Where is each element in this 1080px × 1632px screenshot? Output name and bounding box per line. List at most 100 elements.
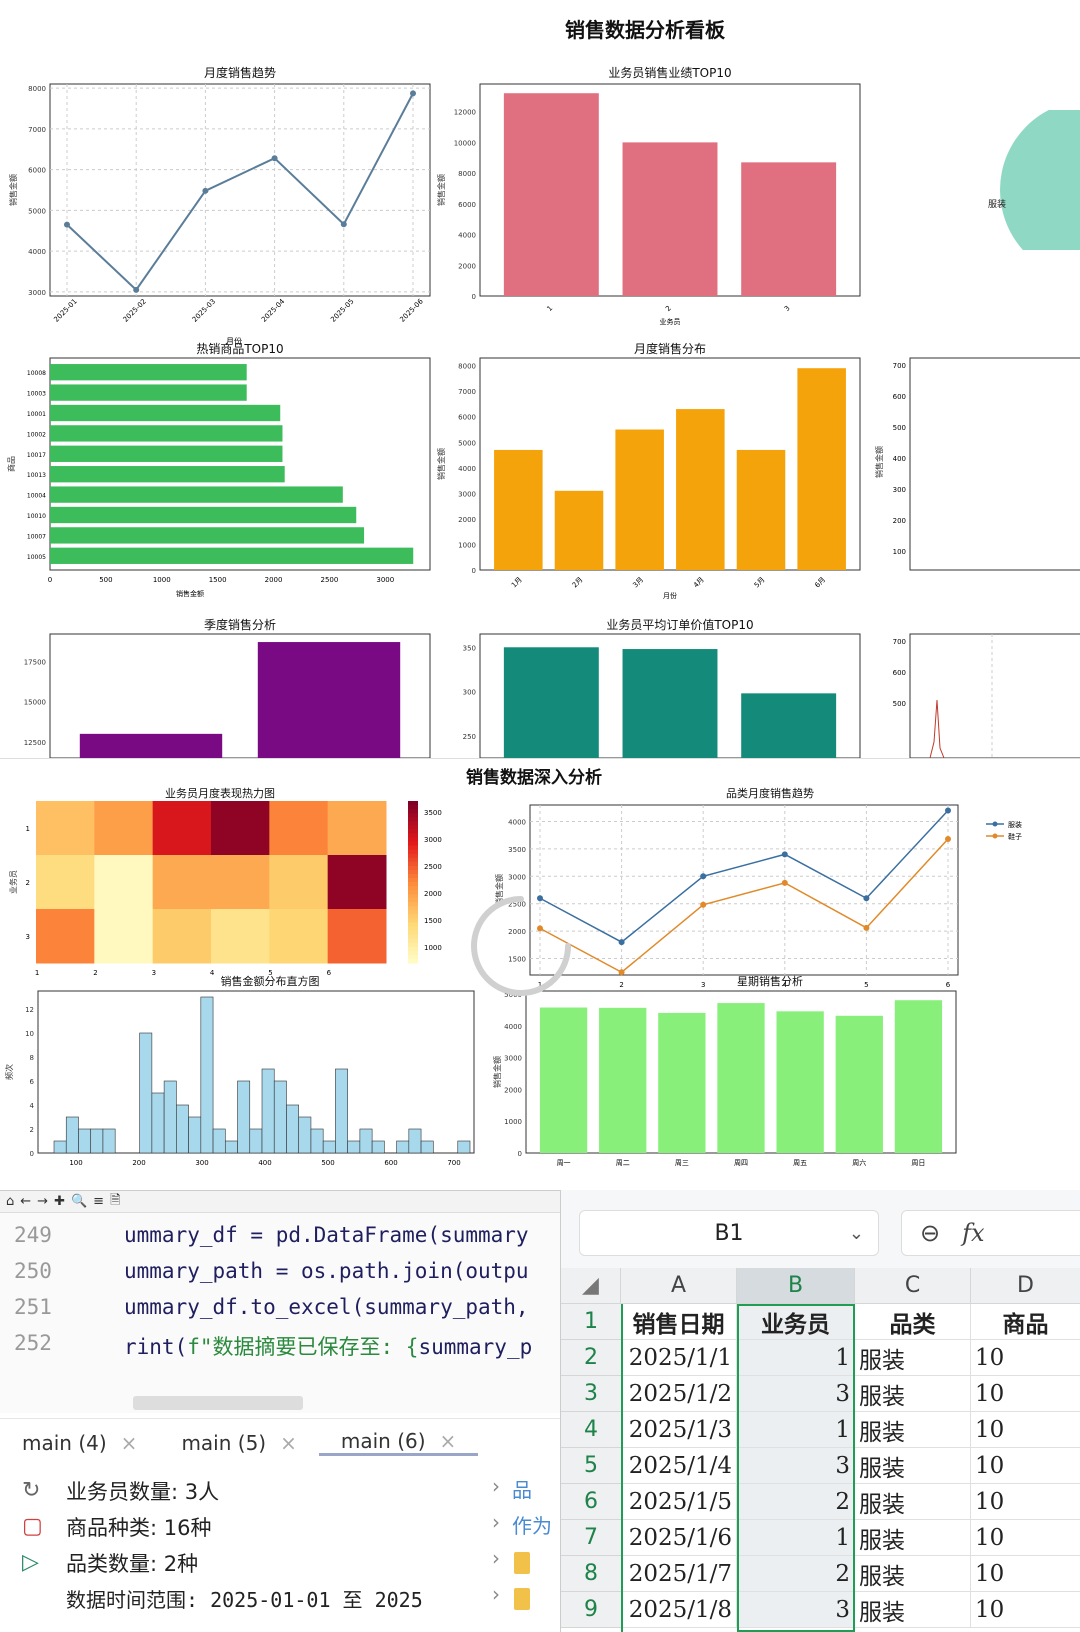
- row-header[interactable]: 7: [561, 1520, 621, 1556]
- forward-icon[interactable]: →: [37, 1194, 49, 1209]
- code-line[interactable]: rint(f"数据摘要已保存至: {summary_p: [124, 1331, 532, 1361]
- back-icon[interactable]: ←: [20, 1194, 32, 1209]
- fx-icon[interactable]: fx: [962, 1219, 985, 1247]
- bar: [50, 384, 247, 401]
- cell-date[interactable]: 2025/1/3: [621, 1412, 737, 1448]
- x-tick-label: 1000: [153, 576, 171, 584]
- chevron-right-icon[interactable]: ›: [492, 1474, 500, 1498]
- outline-item[interactable]: 品: [512, 1478, 532, 1502]
- row-header[interactable]: 1: [561, 1304, 621, 1340]
- x-tick-label: 3: [701, 981, 705, 989]
- row-header[interactable]: 3: [561, 1376, 621, 1412]
- row-header[interactable]: 4: [561, 1412, 621, 1448]
- pan-icon[interactable]: ✚: [54, 1194, 65, 1209]
- header-cell-salesperson[interactable]: 业务员: [737, 1304, 855, 1340]
- column-header-c[interactable]: C: [855, 1268, 971, 1304]
- cell-salesperson[interactable]: 3: [737, 1592, 855, 1628]
- cell-product[interactable]: 10: [971, 1412, 1080, 1448]
- cell-category[interactable]: 服装: [855, 1448, 971, 1484]
- header-cell-category[interactable]: 品类: [855, 1304, 971, 1340]
- outline-folder-icon[interactable]: [514, 1552, 530, 1574]
- editor-horizontal-scrollbar[interactable]: [133, 1396, 303, 1410]
- cell-category[interactable]: 服装: [855, 1556, 971, 1592]
- zoom-icon[interactable]: ⊖: [920, 1219, 941, 1247]
- monthly-trend-chart: 3000 4000 5000 6000 7000 8000 2025-01 2025-02 20…: [8, 83, 431, 346]
- cell-category[interactable]: 服装: [855, 1592, 971, 1628]
- cell-product[interactable]: 10: [971, 1448, 1080, 1484]
- cell-date[interactable]: 2025/1/7: [621, 1556, 737, 1592]
- rerun-icon[interactable]: ↻: [22, 1478, 41, 1503]
- cell-salesperson[interactable]: 2: [737, 1484, 855, 1520]
- cell-category[interactable]: 服装: [855, 1484, 971, 1520]
- chevron-right-icon[interactable]: ›: [492, 1510, 500, 1534]
- column-header-a[interactable]: A: [621, 1268, 737, 1304]
- cell-salesperson[interactable]: 1: [737, 1340, 855, 1376]
- zoom-icon[interactable]: 🔍: [70, 1194, 88, 1209]
- cell-date[interactable]: 2025/1/5: [621, 1484, 737, 1520]
- y-axis-label: 频次: [4, 1064, 14, 1080]
- cell-product[interactable]: 10: [971, 1592, 1080, 1628]
- run-step-icon[interactable]: ▷: [22, 1550, 39, 1575]
- tab-main-4[interactable]: main (4) ×: [0, 1431, 159, 1455]
- stop-icon[interactable]: ▢: [22, 1514, 43, 1539]
- code-line[interactable]: ummary_path = os.path.join(outpu: [124, 1259, 529, 1283]
- chevron-down-icon[interactable]: ⌄: [848, 1222, 864, 1244]
- chevron-right-icon[interactable]: ›: [492, 1546, 500, 1570]
- cell-category[interactable]: 服装: [855, 1520, 971, 1556]
- y-tick-label: 2500: [508, 901, 526, 909]
- row-header[interactable]: 6: [561, 1484, 621, 1520]
- cell-date[interactable]: 2025/1/2: [621, 1376, 737, 1412]
- close-icon[interactable]: ×: [439, 1429, 457, 1453]
- y-tick-label: 2: [26, 879, 30, 887]
- code-line[interactable]: ummary_df.to_excel(summary_path,: [124, 1295, 529, 1319]
- close-icon[interactable]: ×: [120, 1430, 138, 1455]
- outline-item[interactable]: 作为: [512, 1514, 552, 1538]
- row-header[interactable]: 8: [561, 1556, 621, 1592]
- configure-icon[interactable]: ≡: [93, 1194, 105, 1209]
- cell-salesperson[interactable]: 3: [737, 1448, 855, 1484]
- cell-date[interactable]: 2025/1/4: [621, 1448, 737, 1484]
- pie-chart-partial: [1000, 110, 1080, 250]
- cell-date[interactable]: 2025/1/1: [621, 1340, 737, 1376]
- tab-main-6[interactable]: main (6) ×: [318, 1429, 479, 1456]
- cell-salesperson[interactable]: 2: [737, 1556, 855, 1592]
- close-icon[interactable]: ×: [280, 1430, 297, 1455]
- cell-product[interactable]: 10: [971, 1376, 1080, 1412]
- column-header-b[interactable]: B: [737, 1268, 855, 1304]
- chevron-right-icon[interactable]: ›: [492, 1582, 500, 1606]
- histogram-bar: [273, 1080, 287, 1154]
- colorbar-segment: [408, 886, 418, 891]
- cell-product[interactable]: 10: [971, 1340, 1080, 1376]
- cell-product[interactable]: 10: [971, 1484, 1080, 1520]
- cell-category[interactable]: 服装: [855, 1412, 971, 1448]
- outline-folder-icon[interactable]: [514, 1588, 530, 1610]
- header-cell-product[interactable]: 商品: [971, 1304, 1080, 1340]
- x-tick-label: 2025-03: [191, 297, 217, 323]
- code-editor[interactable]: 249 ummary_df = pd.DataFrame(summary 250…: [0, 1213, 560, 1413]
- y-tick-label: 12000: [454, 109, 476, 117]
- data-point: [945, 807, 951, 814]
- cell-product[interactable]: 10: [971, 1520, 1080, 1556]
- select-all-corner[interactable]: ◢: [561, 1268, 621, 1304]
- cell-name-box[interactable]: B1 ⌄: [579, 1210, 879, 1256]
- formula-bar[interactable]: ⊖ fx: [901, 1210, 1080, 1256]
- cell-category[interactable]: 服装: [855, 1340, 971, 1376]
- row-header[interactable]: 5: [561, 1448, 621, 1484]
- sheet-grid[interactable]: ◢ A B C D 1 销售日期 业务员 品类 商品 2 2025/1/1 1 服装 1…: [561, 1268, 1080, 1632]
- heatmap-cell: [211, 909, 270, 964]
- home-icon[interactable]: ⌂: [6, 1194, 15, 1209]
- cell-product[interactable]: 10: [971, 1556, 1080, 1592]
- cell-salesperson[interactable]: 1: [737, 1520, 855, 1556]
- cell-category[interactable]: 服装: [855, 1376, 971, 1412]
- save-figure-icon[interactable]: 🗎: [110, 1192, 121, 1208]
- cell-salesperson[interactable]: 3: [737, 1376, 855, 1412]
- tab-main-5[interactable]: main (5) ×: [159, 1431, 318, 1455]
- cell-date[interactable]: 2025/1/6: [621, 1520, 737, 1556]
- cell-date[interactable]: 2025/1/8: [621, 1592, 737, 1628]
- row-header[interactable]: 2: [561, 1340, 621, 1376]
- row-header[interactable]: 9: [561, 1592, 621, 1628]
- column-header-d[interactable]: D: [971, 1268, 1080, 1304]
- header-cell-date[interactable]: 销售日期: [621, 1304, 737, 1340]
- code-line[interactable]: ummary_df = pd.DataFrame(summary: [124, 1223, 529, 1247]
- cell-salesperson[interactable]: 1: [737, 1412, 855, 1448]
